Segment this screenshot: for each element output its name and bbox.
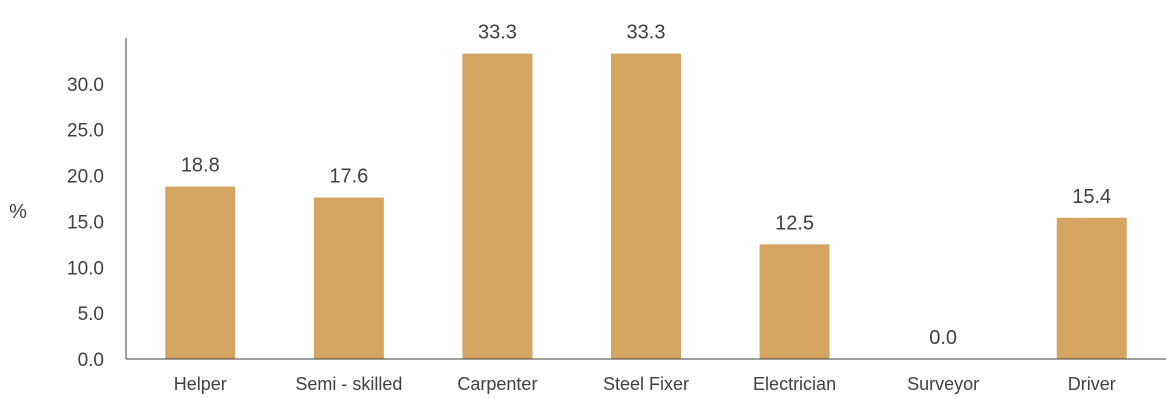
bar <box>462 53 533 359</box>
x-category-label: Electrician <box>753 374 836 394</box>
x-axis-labels: Helper Semi - skilled Carpenter Steel Fixer… <box>174 374 1116 394</box>
bar-value-label: 12.5 <box>775 212 814 234</box>
y-tick-label: 10.0 <box>67 258 104 279</box>
bar-value-label: 33.3 <box>627 22 666 44</box>
y-tick-label: 0.0 <box>78 350 104 371</box>
bar <box>759 244 830 359</box>
axes <box>125 38 1166 360</box>
y-tick-label: 30.0 <box>67 75 104 96</box>
value-labels-group: 18.8 17.6 33.3 33.3 12.5 0.0 15.4 <box>181 22 1111 349</box>
y-tick-label: 25.0 <box>67 121 104 142</box>
bar-value-label: 15.4 <box>1072 186 1111 208</box>
x-category-label: Steel Fixer <box>603 374 689 394</box>
x-category-label: Carpenter <box>457 374 537 394</box>
y-tick-label: 20.0 <box>67 167 104 188</box>
bar <box>1056 217 1127 359</box>
bar-value-label: 33.3 <box>478 22 517 44</box>
bar <box>611 53 681 359</box>
x-category-label: Helper <box>174 374 227 394</box>
y-axis-ticks: 0.0 5.0 10.0 15.0 20.0 25.0 30.0 <box>67 75 104 371</box>
bar <box>165 186 236 359</box>
bars-group <box>165 53 1127 359</box>
x-category-label: Surveyor <box>907 374 979 394</box>
bar-value-label: 0.0 <box>929 327 957 349</box>
bar-value-label: 17.6 <box>329 166 368 188</box>
y-axis-title: % <box>9 201 27 223</box>
x-category-label: Semi - skilled <box>295 374 402 394</box>
y-tick-label: 15.0 <box>67 212 104 233</box>
bar <box>313 197 384 359</box>
bar-value-label: 18.8 <box>181 155 220 177</box>
y-tick-label: 5.0 <box>78 304 104 325</box>
x-category-label: Driver <box>1068 374 1116 394</box>
